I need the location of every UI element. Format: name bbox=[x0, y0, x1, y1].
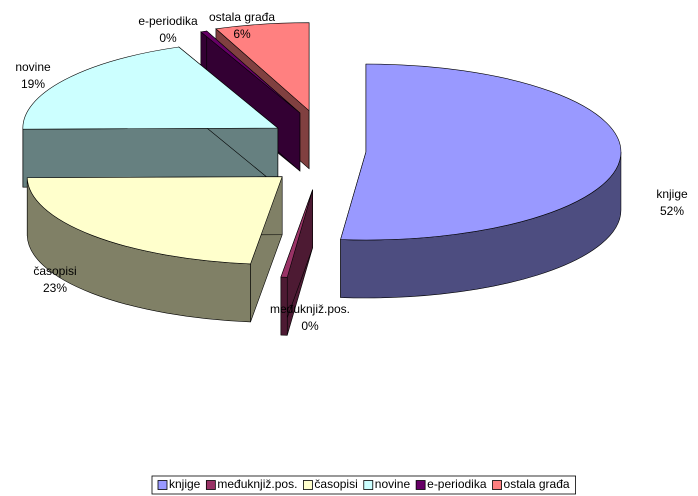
legend-label: međuknjiž.pos. bbox=[217, 477, 297, 491]
data-label: 6% bbox=[233, 27, 251, 41]
slice-top bbox=[215, 22, 310, 112]
legend-swatch bbox=[205, 480, 216, 490]
data-label-name: e-periodika bbox=[138, 14, 198, 28]
legend: knjige međuknjiž.pos. časopisi novine e-peri… bbox=[151, 475, 576, 495]
slice-top bbox=[26, 176, 283, 265]
legend-swatch bbox=[157, 480, 168, 490]
data-label-name: međuknjiž.pos. bbox=[270, 302, 350, 316]
data-label: 0% bbox=[159, 31, 177, 45]
data-label-name: novine bbox=[15, 60, 51, 74]
data-label: 52% bbox=[660, 204, 684, 218]
data-label-name: časopisi bbox=[33, 264, 76, 278]
legend-swatch bbox=[492, 480, 502, 490]
data-label: 0% bbox=[301, 319, 319, 333]
legend-label: knjige bbox=[169, 477, 201, 491]
slice-top bbox=[22, 46, 279, 130]
legend-swatch bbox=[363, 480, 374, 490]
slice bbox=[22, 46, 279, 188]
slice bbox=[280, 189, 313, 336]
data-label: 19% bbox=[21, 77, 45, 91]
legend-swatch bbox=[415, 480, 426, 490]
slice bbox=[340, 63, 622, 299]
legend-label: novine bbox=[375, 477, 411, 491]
data-label-name: ostala građa bbox=[209, 10, 275, 24]
slice bbox=[26, 176, 283, 323]
slice-top bbox=[200, 30, 301, 114]
data-label-name: knjige bbox=[656, 187, 688, 201]
legend-label: časopisi bbox=[314, 477, 357, 491]
data-label: 23% bbox=[43, 281, 67, 295]
legend-label: ostala građa bbox=[504, 477, 570, 491]
slice-top bbox=[340, 63, 622, 241]
slice-top bbox=[280, 189, 313, 278]
legend-label: e-periodika bbox=[427, 477, 487, 491]
legend-swatch bbox=[303, 480, 313, 490]
